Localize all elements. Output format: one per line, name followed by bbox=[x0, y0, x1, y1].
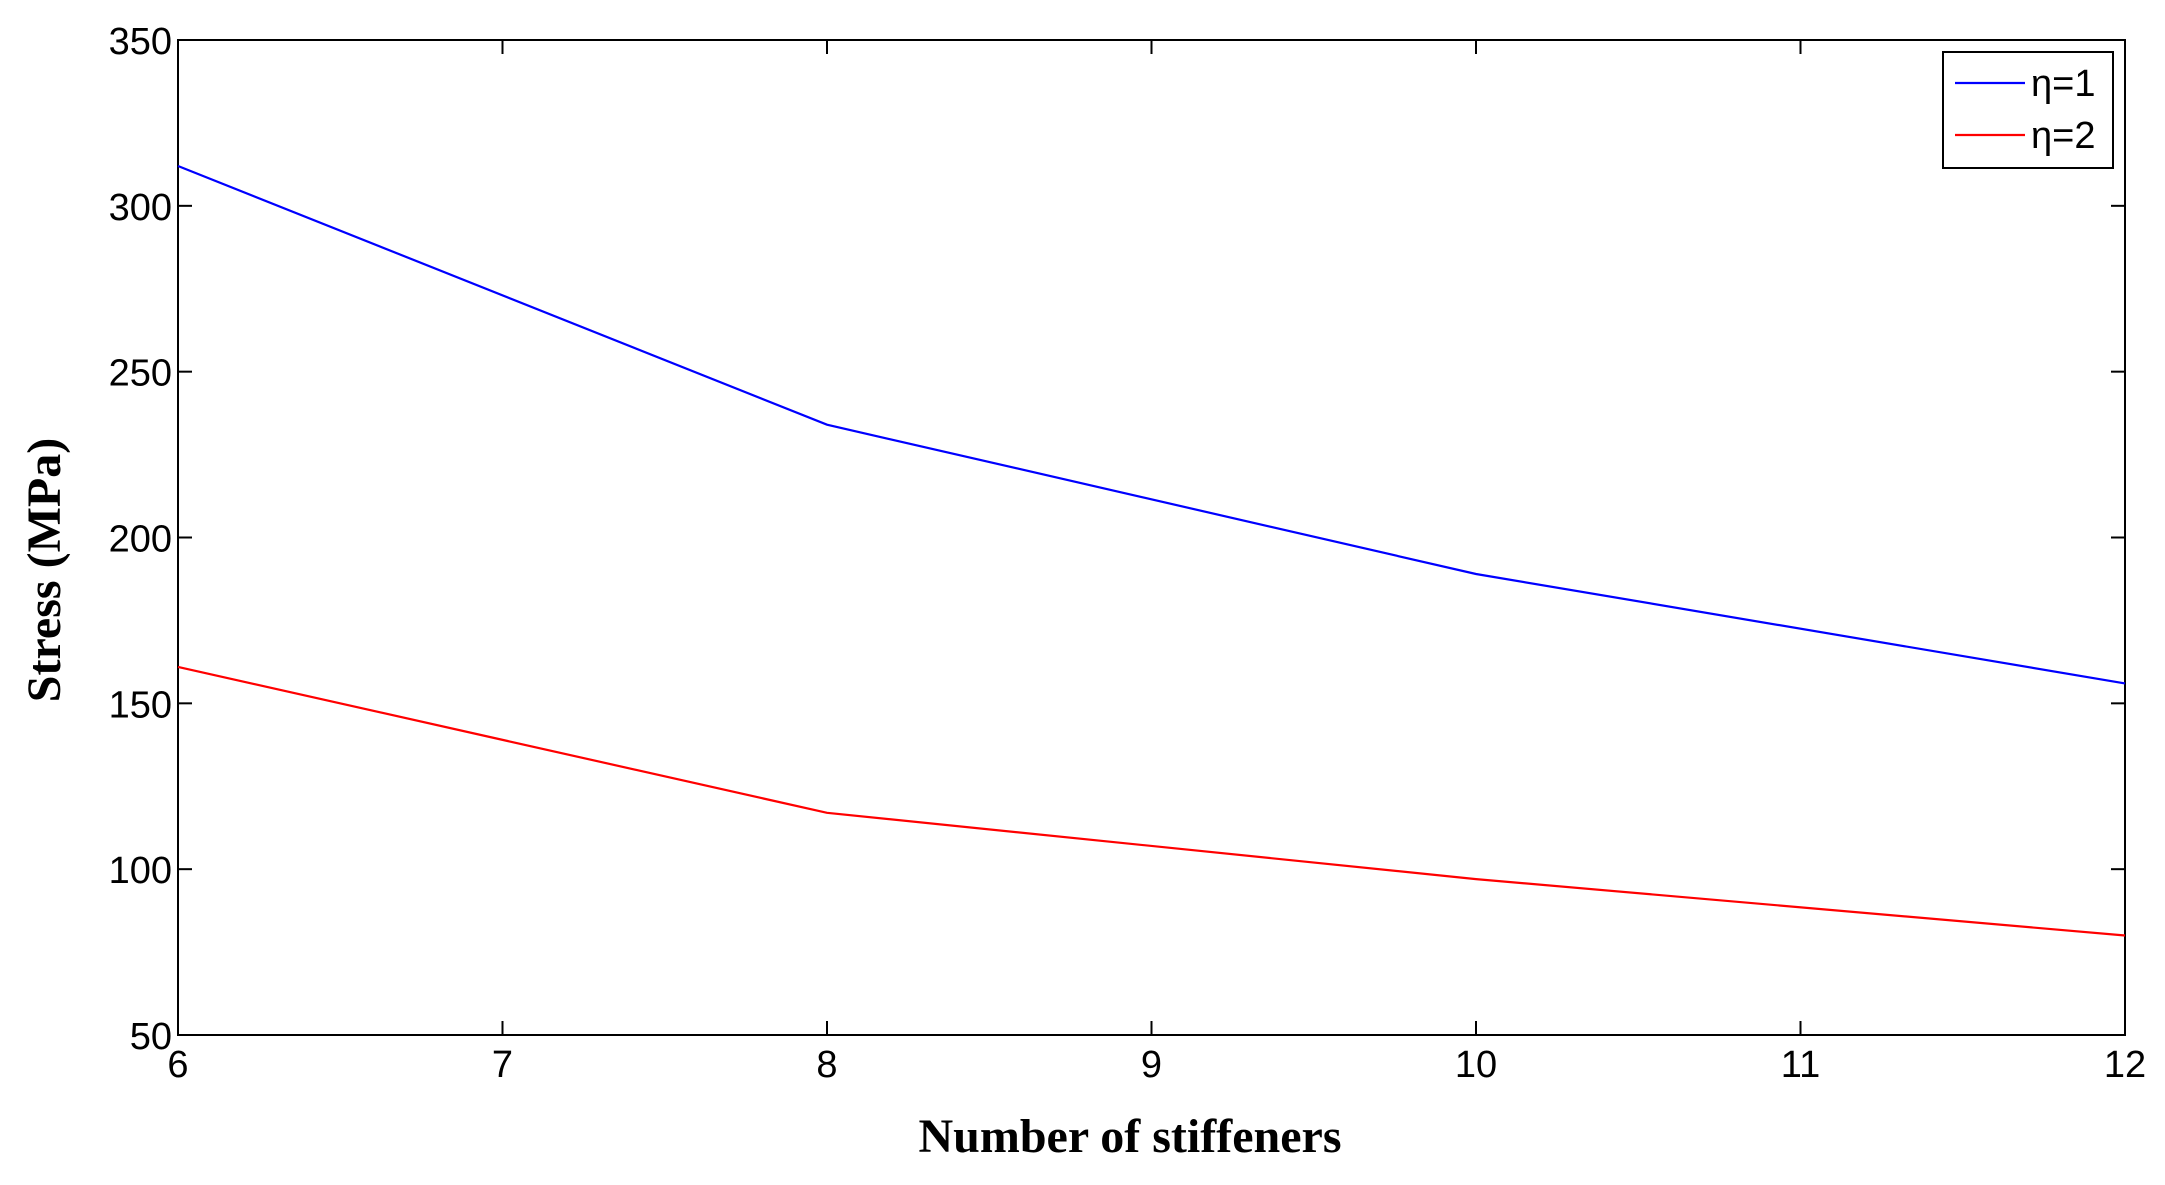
y-tick-label: 250 bbox=[109, 353, 172, 395]
x-tick-label: 6 bbox=[167, 1044, 188, 1086]
legend-box bbox=[1942, 51, 2114, 169]
series-line-1 bbox=[177, 164, 2126, 685]
y-tick-label: 50 bbox=[130, 1016, 172, 1058]
x-tick-label: 8 bbox=[816, 1044, 837, 1086]
y-tick-label: 300 bbox=[109, 187, 172, 229]
x-tick-label: 11 bbox=[1781, 1044, 1820, 1086]
legend-label-1: η=1 bbox=[2031, 63, 2095, 105]
legend-label-2: η=2 bbox=[2031, 115, 2095, 157]
y-tick-label: 350 bbox=[109, 21, 172, 63]
x-tick-label: 10 bbox=[1455, 1044, 1497, 1086]
x-tick-label: 12 bbox=[2104, 1044, 2146, 1086]
x-tick-label: 7 bbox=[492, 1044, 513, 1086]
y-tick-label: 100 bbox=[109, 850, 172, 892]
x-tick-label: 9 bbox=[1141, 1044, 1162, 1086]
y-tick-label: 200 bbox=[109, 519, 172, 561]
y-axis-title: Stress (MPa) bbox=[18, 438, 71, 702]
x-axis-title: Number of stiffeners bbox=[918, 1110, 1341, 1163]
y-tick-label: 150 bbox=[109, 684, 172, 726]
plot-area-frame bbox=[177, 39, 2126, 1036]
series-line-2 bbox=[177, 665, 2126, 937]
